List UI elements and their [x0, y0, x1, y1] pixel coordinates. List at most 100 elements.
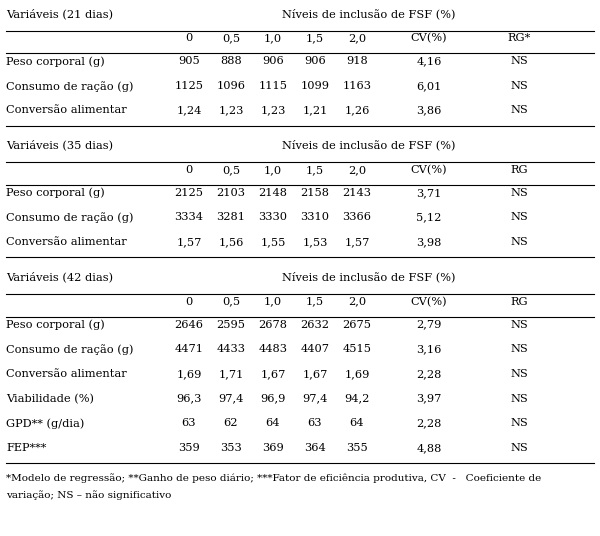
Text: NS: NS — [510, 212, 528, 222]
Text: Variáveis (42 dias): Variáveis (42 dias) — [6, 271, 113, 282]
Text: Níveis de inclusão de FSF (%): Níveis de inclusão de FSF (%) — [282, 140, 456, 151]
Text: 2,0: 2,0 — [348, 33, 366, 43]
Text: 353: 353 — [220, 443, 242, 453]
Text: 0: 0 — [185, 296, 193, 307]
Text: 2,28: 2,28 — [416, 369, 442, 379]
Text: 2632: 2632 — [301, 319, 329, 330]
Text: 918: 918 — [346, 56, 368, 66]
Text: 1,24: 1,24 — [176, 106, 202, 115]
Text: 6,01: 6,01 — [416, 81, 442, 91]
Text: Peso corporal (g): Peso corporal (g) — [6, 188, 105, 198]
Text: Variáveis (35 dias): Variáveis (35 dias) — [6, 140, 113, 151]
Text: 2595: 2595 — [217, 319, 245, 330]
Text: 1115: 1115 — [259, 81, 287, 91]
Text: CV(%): CV(%) — [410, 296, 448, 307]
Text: 2125: 2125 — [175, 188, 203, 198]
Text: Consumo de ração (g): Consumo de ração (g) — [6, 344, 133, 355]
Text: 62: 62 — [224, 418, 238, 428]
Text: 1,56: 1,56 — [218, 237, 244, 247]
Text: RG*: RG* — [508, 33, 530, 43]
Text: 0,5: 0,5 — [222, 296, 240, 307]
Text: 2,79: 2,79 — [416, 319, 442, 330]
Text: 1,23: 1,23 — [260, 106, 286, 115]
Text: 3,86: 3,86 — [416, 106, 442, 115]
Text: 2,28: 2,28 — [416, 418, 442, 428]
Text: 3366: 3366 — [343, 212, 371, 222]
Text: 0: 0 — [185, 165, 193, 175]
Text: Viabilidade (%): Viabilidade (%) — [6, 393, 94, 404]
Text: *Modelo de regressão; **Ganho de peso diário; ***Fator de eficiência produtiva, : *Modelo de regressão; **Ganho de peso di… — [6, 473, 541, 482]
Text: 1,55: 1,55 — [260, 237, 286, 247]
Text: NS: NS — [510, 81, 528, 91]
Text: Conversão alimentar: Conversão alimentar — [6, 369, 127, 379]
Text: 906: 906 — [304, 56, 326, 66]
Text: 96,9: 96,9 — [260, 393, 286, 404]
Text: 2646: 2646 — [175, 319, 203, 330]
Text: 4,88: 4,88 — [416, 443, 442, 453]
Text: 64: 64 — [266, 418, 280, 428]
Text: 1,69: 1,69 — [344, 369, 370, 379]
Text: 2103: 2103 — [217, 188, 245, 198]
Text: 0: 0 — [185, 33, 193, 43]
Text: 94,2: 94,2 — [344, 393, 370, 404]
Text: 359: 359 — [178, 443, 200, 453]
Text: 1099: 1099 — [301, 81, 329, 91]
Text: 3,97: 3,97 — [416, 393, 442, 404]
Text: 1,57: 1,57 — [344, 237, 370, 247]
Text: NS: NS — [510, 56, 528, 66]
Text: NS: NS — [510, 319, 528, 330]
Text: 888: 888 — [220, 56, 242, 66]
Text: Peso corporal (g): Peso corporal (g) — [6, 56, 105, 66]
Text: NS: NS — [510, 344, 528, 354]
Text: NS: NS — [510, 237, 528, 247]
Text: 2143: 2143 — [343, 188, 371, 198]
Text: 3330: 3330 — [259, 212, 287, 222]
Text: 1,0: 1,0 — [264, 165, 282, 175]
Text: Consumo de ração (g): Consumo de ração (g) — [6, 81, 133, 92]
Text: 1,57: 1,57 — [176, 237, 202, 247]
Text: 1,21: 1,21 — [302, 106, 328, 115]
Text: CV(%): CV(%) — [410, 33, 448, 43]
Text: 63: 63 — [182, 418, 196, 428]
Text: NS: NS — [510, 369, 528, 379]
Text: 0,5: 0,5 — [222, 165, 240, 175]
Text: 1,53: 1,53 — [302, 237, 328, 247]
Text: CV(%): CV(%) — [410, 165, 448, 175]
Text: 1,5: 1,5 — [306, 165, 324, 175]
Text: Níveis de inclusão de FSF (%): Níveis de inclusão de FSF (%) — [282, 271, 456, 282]
Text: variação; NS – não significativo: variação; NS – não significativo — [6, 490, 172, 501]
Text: Conversão alimentar: Conversão alimentar — [6, 106, 127, 115]
Text: 2,0: 2,0 — [348, 165, 366, 175]
Text: 1,5: 1,5 — [306, 296, 324, 307]
Text: 906: 906 — [262, 56, 284, 66]
Text: NS: NS — [510, 443, 528, 453]
Text: 364: 364 — [304, 443, 326, 453]
Text: Consumo de ração (g): Consumo de ração (g) — [6, 212, 133, 224]
Text: 1,5: 1,5 — [306, 33, 324, 43]
Text: Peso corporal (g): Peso corporal (g) — [6, 319, 105, 330]
Text: RG: RG — [510, 296, 528, 307]
Text: 1,0: 1,0 — [264, 296, 282, 307]
Text: 97,4: 97,4 — [302, 393, 328, 404]
Text: 1,67: 1,67 — [260, 369, 286, 379]
Text: 3,16: 3,16 — [416, 344, 442, 354]
Text: 1096: 1096 — [217, 81, 245, 91]
Text: 905: 905 — [178, 56, 200, 66]
Text: 355: 355 — [346, 443, 368, 453]
Text: Conversão alimentar: Conversão alimentar — [6, 237, 127, 247]
Text: 3,71: 3,71 — [416, 188, 442, 198]
Text: 1163: 1163 — [343, 81, 371, 91]
Text: 4,16: 4,16 — [416, 56, 442, 66]
Text: Variáveis (21 dias): Variáveis (21 dias) — [6, 8, 113, 19]
Text: 1,23: 1,23 — [218, 106, 244, 115]
Text: 1,0: 1,0 — [264, 33, 282, 43]
Text: 1,26: 1,26 — [344, 106, 370, 115]
Text: 96,3: 96,3 — [176, 393, 202, 404]
Text: 4433: 4433 — [217, 344, 245, 354]
Text: NS: NS — [510, 106, 528, 115]
Text: FEP***: FEP*** — [6, 443, 46, 453]
Text: 3281: 3281 — [217, 212, 245, 222]
Text: 64: 64 — [350, 418, 364, 428]
Text: 5,12: 5,12 — [416, 212, 442, 222]
Text: 4515: 4515 — [343, 344, 371, 354]
